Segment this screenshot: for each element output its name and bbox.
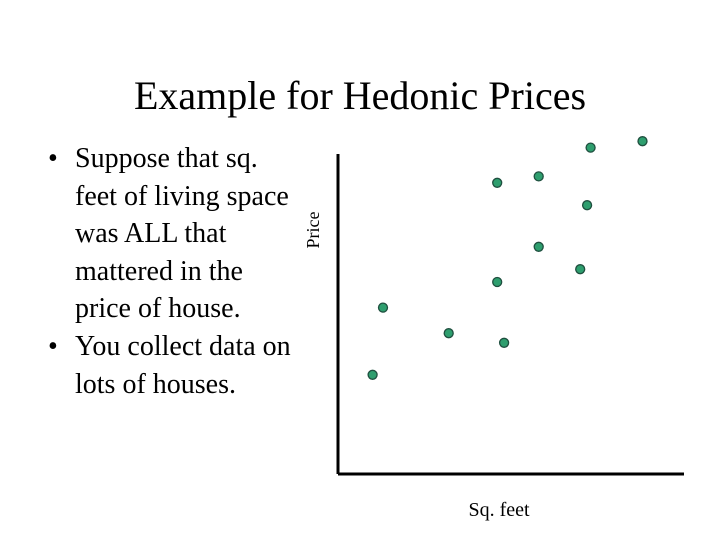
scatter-point <box>367 369 378 380</box>
bullet-list: • Suppose that sq. feet of living space … <box>48 140 298 403</box>
y-axis-label: Price <box>303 211 323 248</box>
scatter-point <box>533 171 544 182</box>
bullet-icon: • <box>48 143 58 174</box>
x-axis-label: Sq. feet <box>468 499 530 521</box>
scatter-point <box>575 264 586 275</box>
scatter-points <box>367 136 648 380</box>
scatter-point <box>443 328 454 339</box>
scatter-point <box>377 302 389 313</box>
scatter-point <box>533 241 544 252</box>
bullet-text: You collect data on lots of houses. <box>75 330 291 400</box>
scatter-point <box>492 177 503 188</box>
scatter-point <box>581 200 593 211</box>
scatter-point <box>492 276 503 288</box>
bullet-text: Suppose that sq. feet of living space wa… <box>75 143 289 325</box>
scatter-point <box>637 136 648 147</box>
slide-title: Example for Hedonic Prices <box>133 73 587 118</box>
scatter-point <box>498 337 510 348</box>
bullet-icon: • <box>48 330 58 362</box>
bullet-item: • You collect data on lots of houses. <box>48 328 298 403</box>
scatter-point <box>585 142 596 153</box>
bullet-item: • Suppose that sq. feet of living space … <box>48 140 298 328</box>
